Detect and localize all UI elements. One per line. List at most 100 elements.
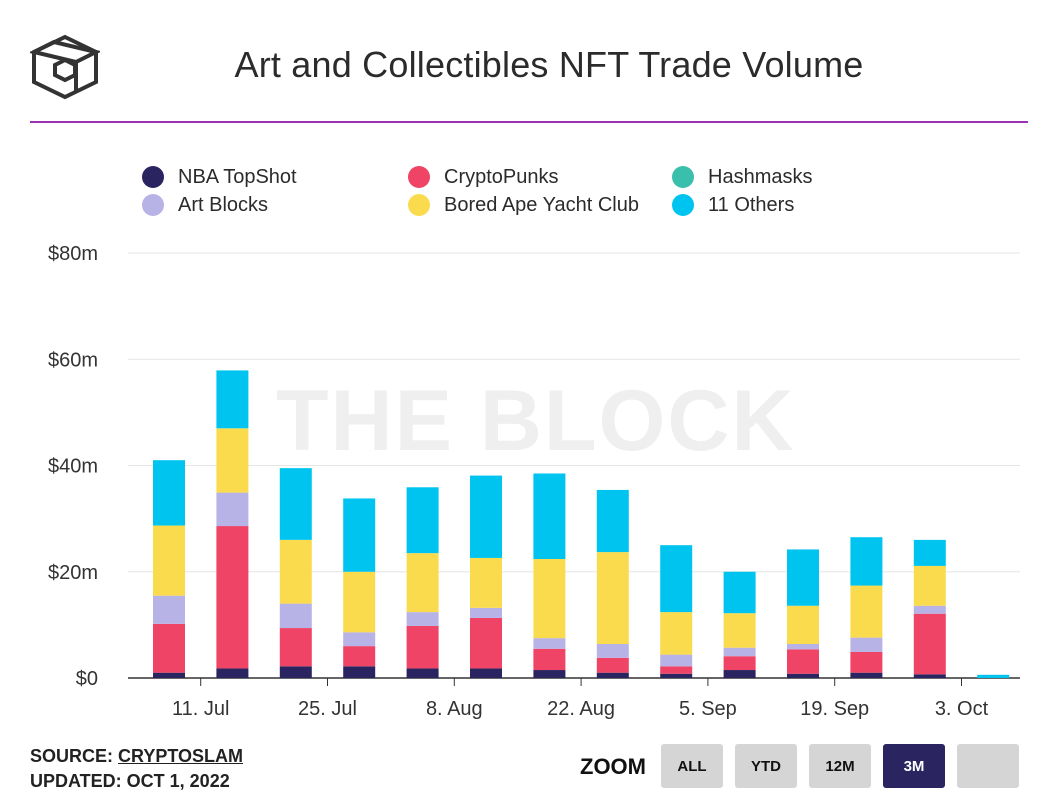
bar-segment[interactable] [596, 657, 629, 673]
bar-segment[interactable] [533, 638, 566, 649]
bar-segment[interactable] [406, 668, 439, 678]
bar-segment[interactable] [153, 672, 185, 678]
source-prefix: SOURCE: [30, 746, 119, 766]
legend-item-11-others[interactable]: 11 Others [672, 191, 794, 219]
bar-segment[interactable] [850, 651, 883, 673]
zoom-12m-button[interactable]: 12M [809, 744, 871, 788]
bar-segment[interactable] [850, 585, 883, 638]
bar-segment[interactable] [470, 557, 502, 608]
bar-segment[interactable] [470, 668, 502, 678]
chart-title: Art and Collectibles NFT Trade Volume [234, 44, 864, 85]
bar-segment[interactable] [153, 595, 185, 624]
zoom-ytd-button[interactable]: YTD [735, 744, 797, 788]
bar-segment[interactable] [850, 537, 883, 586]
bar-segment[interactable] [913, 565, 946, 606]
bar-segment[interactable] [787, 605, 819, 644]
bar-segment[interactable] [787, 673, 819, 678]
the-block-logo-icon [30, 34, 100, 100]
legend-item-cryptopunks[interactable]: CryptoPunks [408, 163, 559, 191]
bar-segment[interactable] [723, 647, 756, 657]
y-tick-label: $0 [76, 668, 98, 690]
x-axis-ticks: 11. Jul 25. Jul 8. Aug 22. Aug 5. Sep 19. Sep… [172, 678, 989, 720]
zoom-extra-button[interactable] [957, 744, 1019, 788]
bar-segment[interactable] [596, 552, 629, 644]
legend-dot-icon [142, 166, 164, 188]
bar-segment[interactable] [913, 613, 946, 675]
bar-segment[interactable] [343, 571, 376, 633]
bar-segment[interactable] [787, 549, 819, 606]
bar-segment[interactable] [977, 674, 1010, 678]
bar-segment[interactable] [279, 603, 312, 629]
bar-segment[interactable] [406, 553, 439, 613]
bar-segment[interactable] [406, 487, 439, 554]
bar-segment[interactable] [153, 623, 185, 673]
bar-segment[interactable] [533, 670, 566, 678]
bar-segment[interactable] [406, 625, 439, 669]
bar-segment[interactable] [596, 644, 629, 658]
y-tick-label: $20m [48, 562, 98, 584]
bar-segment[interactable] [470, 475, 502, 558]
legend-item-hashmasks[interactable]: Hashmasks [672, 163, 812, 191]
y-tick-label: $80m [48, 243, 98, 265]
source-link[interactable]: CRYPTOSLAM [118, 746, 244, 766]
bar-segment[interactable] [216, 492, 249, 527]
stacked-bar-chart: $0 $20m $40m $60m $80m 11. Jul 25. Jul 8. Aug 2… [48, 243, 1020, 720]
zoom-3m-button[interactable]: 3M [883, 744, 945, 788]
x-tick-label: 5. Sep [679, 698, 737, 720]
legend-item-nba-topshot[interactable]: NBA TopShot [142, 163, 297, 191]
bar-segment[interactable] [343, 632, 376, 647]
legend-label: 11 Others [708, 193, 795, 216]
source-note: SOURCE: CRYPTOSLAM UPDATED: OCT 1, 2022 [30, 744, 243, 794]
bar-segment[interactable] [153, 525, 185, 596]
legend-label: Hashmasks [708, 165, 813, 188]
bar-segment[interactable] [660, 654, 693, 667]
bar-segment[interactable] [279, 628, 312, 667]
bar-segment[interactable] [216, 428, 249, 493]
bar-segment[interactable] [723, 656, 756, 671]
bar-segment[interactable] [343, 666, 376, 678]
bar-segment[interactable] [596, 489, 629, 553]
bar-segment[interactable] [470, 617, 502, 669]
bar-segment[interactable] [153, 460, 185, 526]
bar-segment[interactable] [723, 571, 756, 614]
bar-segment[interactable] [279, 468, 312, 540]
bar-segment[interactable] [470, 607, 502, 618]
x-tick-label: 19. Sep [800, 698, 869, 720]
bar-segment[interactable] [343, 498, 376, 572]
x-tick-label: 8. Aug [426, 698, 483, 720]
bar-segment[interactable] [850, 637, 883, 652]
bar-segment[interactable] [533, 559, 566, 639]
chart-legend: NBA TopShot CryptoPunks Hashmasks Art Bl… [142, 163, 962, 223]
bars [153, 370, 1010, 678]
bar-segment[interactable] [913, 605, 946, 614]
legend-item-art-blocks[interactable]: Art Blocks [142, 191, 268, 219]
legend-item-bored-ape-yacht-club[interactable]: Bored Ape Yacht Club [408, 191, 639, 219]
bar-segment[interactable] [596, 672, 629, 678]
y-tick-label: $60m [48, 349, 98, 371]
bar-segment[interactable] [216, 526, 249, 669]
bar-segment[interactable] [216, 370, 249, 429]
bar-segment[interactable] [787, 644, 819, 650]
bar-segment[interactable] [533, 648, 566, 671]
x-tick-label: 22. Aug [547, 698, 615, 720]
bar-segment[interactable] [406, 612, 439, 626]
watermark: THE BLOCK [276, 373, 796, 469]
bar-segment[interactable] [723, 613, 756, 648]
bar-segment[interactable] [660, 673, 693, 678]
bar-segment[interactable] [343, 646, 376, 667]
bar-segment[interactable] [660, 612, 693, 655]
zoom-all-button[interactable]: ALL [661, 744, 723, 788]
legend-dot-icon [142, 194, 164, 216]
bar-segment[interactable] [216, 668, 249, 678]
bar-segment[interactable] [279, 539, 312, 604]
bar-segment[interactable] [850, 672, 883, 678]
bar-segment[interactable] [787, 649, 819, 674]
bar-segment[interactable] [533, 473, 566, 559]
bar-segment[interactable] [660, 545, 693, 613]
bar-segment[interactable] [723, 670, 756, 678]
bar-segment[interactable] [913, 539, 946, 566]
bar-segment[interactable] [913, 674, 946, 678]
legend-label: NBA TopShot [178, 165, 297, 188]
bar-segment[interactable] [660, 666, 693, 674]
bar-segment[interactable] [279, 666, 312, 678]
